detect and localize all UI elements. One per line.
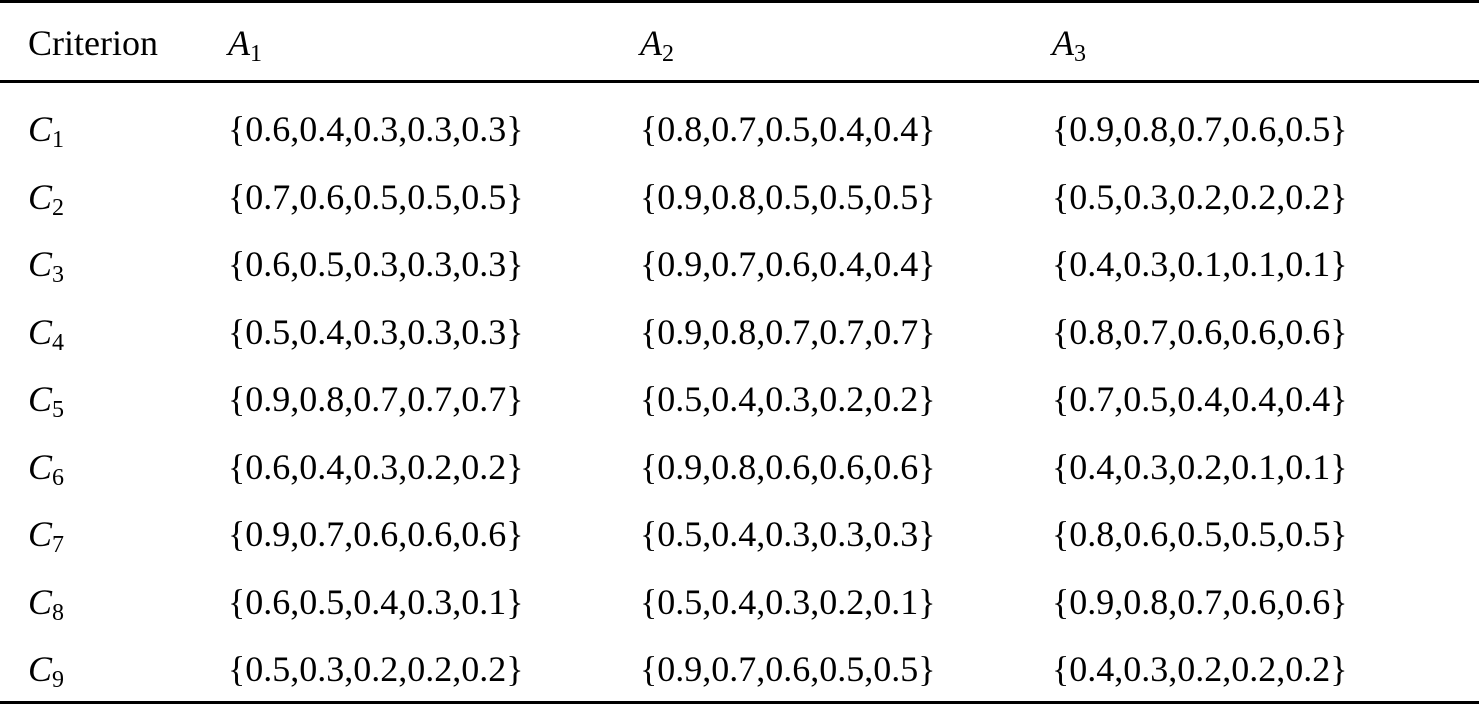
criterion-label: C6 <box>28 446 65 491</box>
header-a1: A1 <box>228 23 262 67</box>
table-row: C7 {0.9,0.7,0.6,0.6,0.6} {0.5,0.4,0.3,0.3,… <box>0 501 1479 569</box>
value-cell-a2: {0.5,0.4,0.3,0.2,0.1} <box>640 581 936 622</box>
table-row: C2 {0.7,0.6,0.5,0.5,0.5} {0.9,0.8,0.5,0.5,… <box>0 164 1479 232</box>
value-cell-a3: {0.5,0.3,0.2,0.2,0.2} <box>1052 176 1348 217</box>
bottom-rule <box>0 701 1479 704</box>
value-cell-a3: {0.4,0.3,0.1,0.1,0.1} <box>1052 244 1348 284</box>
value-cell-a2: {0.5,0.4,0.3,0.2,0.2} <box>640 379 936 419</box>
value-cell-a1: {0.6,0.5,0.3,0.3,0.3} <box>228 244 524 284</box>
value-cell-a3: {0.8,0.6,0.5,0.5,0.5} <box>1052 514 1348 554</box>
header-a3: A3 <box>1052 23 1086 67</box>
table-row: C9 {0.5,0.3,0.2,0.2,0.2} {0.9,0.7,0.6,0.5,… <box>0 636 1479 704</box>
criterion-label: C9 <box>28 649 65 693</box>
table-row: C4 {0.5,0.4,0.3,0.3,0.3} {0.9,0.8,0.7,0.7,… <box>0 299 1479 367</box>
table-row: C6 {0.6,0.4,0.3,0.2,0.2} {0.9,0.8,0.6,0.6,… <box>0 434 1479 502</box>
criterion-label: C7 <box>28 514 65 558</box>
value-cell-a1: {0.5,0.4,0.3,0.3,0.3} <box>228 311 524 352</box>
top-rule <box>0 0 1479 3</box>
criterion-label: C8 <box>28 581 65 626</box>
value-cell-a1: {0.7,0.6,0.5,0.5,0.5} <box>228 176 524 217</box>
header-a2: A2 <box>640 23 674 67</box>
value-cell-a1: {0.5,0.3,0.2,0.2,0.2} <box>228 649 524 689</box>
value-cell-a2: {0.8,0.7,0.5,0.4,0.4} <box>640 109 936 149</box>
value-cell-a3: {0.7,0.5,0.4,0.4,0.4} <box>1052 379 1348 419</box>
value-cell-a3: {0.4,0.3,0.2,0.1,0.1} <box>1052 446 1348 487</box>
value-cell-a2: {0.9,0.7,0.6,0.5,0.5} <box>640 649 936 689</box>
value-cell-a3: {0.8,0.7,0.6,0.6,0.6} <box>1052 311 1348 352</box>
value-cell-a2: {0.9,0.8,0.6,0.6,0.6} <box>640 446 936 487</box>
table-row: C8 {0.6,0.5,0.4,0.3,0.1} {0.5,0.4,0.3,0.2,… <box>0 569 1479 637</box>
value-cell-a2: {0.9,0.8,0.5,0.5,0.5} <box>640 176 936 217</box>
value-cell-a1: {0.6,0.4,0.3,0.3,0.3} <box>228 109 524 149</box>
value-cell-a2: {0.5,0.4,0.3,0.3,0.3} <box>640 514 936 554</box>
criterion-label: C5 <box>28 379 65 423</box>
value-cell-a1: {0.9,0.8,0.7,0.7,0.7} <box>228 379 524 419</box>
criterion-label: C4 <box>28 311 65 356</box>
value-cell-a1: {0.6,0.5,0.4,0.3,0.1} <box>228 581 524 622</box>
table-row: C5 {0.9,0.8,0.7,0.7,0.7} {0.5,0.4,0.3,0.2,… <box>0 366 1479 434</box>
criterion-label: C2 <box>28 176 65 221</box>
header-rule <box>0 80 1479 83</box>
value-cell-a1: {0.6,0.4,0.3,0.2,0.2} <box>228 446 524 487</box>
header-row: Criterion A1 A2 A3 <box>0 10 1479 78</box>
value-cell-a2: {0.9,0.8,0.7,0.7,0.7} <box>640 311 936 352</box>
header-criterion: Criterion <box>28 23 158 63</box>
criterion-label: C3 <box>28 244 65 288</box>
value-cell-a3: {0.4,0.3,0.2,0.2,0.2} <box>1052 649 1348 689</box>
table-row: C1 {0.6,0.4,0.3,0.3,0.3} {0.8,0.7,0.5,0.4,… <box>0 96 1479 164</box>
table-row: C3 {0.6,0.5,0.3,0.3,0.3} {0.9,0.7,0.6,0.4,… <box>0 231 1479 299</box>
value-cell-a2: {0.9,0.7,0.6,0.4,0.4} <box>640 244 936 284</box>
criterion-label: C1 <box>28 109 65 153</box>
value-cell-a3: {0.9,0.8,0.7,0.6,0.6} <box>1052 581 1348 622</box>
value-cell-a1: {0.9,0.7,0.6,0.6,0.6} <box>228 514 524 554</box>
value-cell-a3: {0.9,0.8,0.7,0.6,0.5} <box>1052 109 1348 149</box>
